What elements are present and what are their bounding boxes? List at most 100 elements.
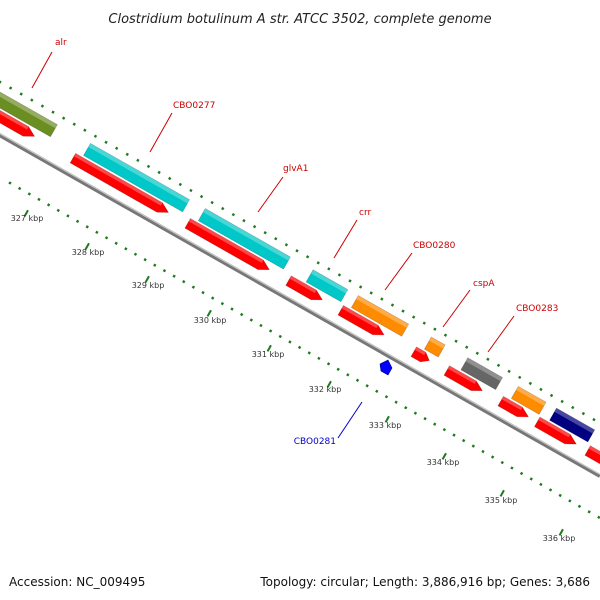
gene-alr-highlight [0,92,58,129]
leader-cbo0280 [384,252,413,291]
tick-label-9: 335 kbp [485,496,518,505]
upper-ruler-dot [231,212,236,217]
lower-ruler-dot [404,406,408,410]
lower-ruler-dot [568,499,572,503]
tick-label-4: 330 kbp [194,316,227,325]
lower-ruler-dot [519,471,524,476]
extra-cds-3-highlight [588,445,600,456]
lower-ruler-dot [317,356,321,361]
tick-label-10: 336 kbp [543,534,576,543]
genome-summary-text: Topology: circular; Length: 3,886,916 bp… [259,575,590,589]
upper-ruler-dot [581,411,586,416]
gene-cbo0281 [379,359,393,376]
leader-glva1 [257,176,284,213]
upper-ruler-dot [486,357,490,361]
lower-ruler-dot [124,247,128,251]
tick-label-2: 328 kbp [72,248,105,257]
map-title: Clostridium botulinum A str. ATCC 3502, … [108,12,491,27]
upper-ruler-dot [454,339,458,343]
cds-cbo0280 [337,305,385,336]
upper-ruler-dot [549,393,554,398]
lower-ruler-dot [230,307,234,311]
tick-label-1: 327 kbp [11,214,44,223]
tick-label-5: 331 kbp [252,350,285,359]
upper-ruler-dot [401,309,405,313]
upper-ruler-dot [390,303,395,307]
lower-ruler-dot [558,493,562,498]
tick-label-6: 332 kbp [309,385,342,394]
lower-ruler-dot [346,373,350,377]
upper-ruler-dot [146,164,151,169]
gene-glva1 [197,208,291,270]
lower-ruler-dot [104,236,109,240]
lower-ruler-dot [201,290,205,295]
upper-ruler-dot [19,92,23,96]
upper-ruler-dot [411,315,416,319]
lower-ruler-dot [259,323,263,328]
gene-label-cbo0281: CBO0281 [294,437,336,447]
upper-ruler-dot [465,345,469,349]
lower-ruler-dot [240,312,244,317]
backbone-line [0,133,600,478]
gene-label-glva1: glvA1 [283,164,308,174]
lower-ruler-dot [172,274,176,278]
lower-ruler-dot [336,367,340,372]
gene-label-cspa: cspA [473,279,495,289]
upper-ruler-dot [337,273,342,277]
upper-ruler-dot [518,375,522,380]
tick-label-3: 329 kbp [132,281,165,290]
leader-crr [333,219,358,259]
gene-cbo0277-highlight [88,143,190,204]
lower-ruler-dot [56,208,60,213]
extra-cds-2 [534,416,577,445]
upper-ruler-dot [210,200,214,205]
major-tick [499,489,505,497]
cds-cbo0280-highlight [341,305,379,329]
upper-ruler-dot [443,333,448,337]
label-layer: alr CBO0277 glvA1 crr CBO0280 cspA CBO0283 CBO0… [31,38,558,447]
upper-ruler-dot [284,243,289,247]
upper-ruler-dot [496,363,501,368]
upper-ruler-dot [40,104,45,108]
upper-ruler-dot [369,291,373,295]
lower-ruler-dot [297,345,302,350]
leader-cbo0283 [487,315,515,353]
upper-ruler-dot [475,351,479,355]
leader-cspa [442,289,471,328]
lower-ruler-dot [471,444,475,448]
gene-cbo0277 [83,142,190,213]
major-tick [23,209,29,217]
extra-cds-2-highlight [538,417,571,438]
upper-ruler-dot [295,249,299,253]
cds-cbo0277-highlight [73,153,163,206]
lower-ruler-dot [355,378,360,382]
lower-ruler-dot [191,285,196,289]
backbone-highlight [0,133,600,475]
gene-cspa [423,336,446,358]
gene-label-alr: alr [55,38,67,48]
gene-cbo0283 [460,357,503,391]
upper-ruler-dot [51,110,55,114]
upper-ruler-dot [221,206,225,211]
lower-ruler-dot [375,389,379,393]
cds-cspa [410,346,430,363]
extra-cds-1-highlight [501,396,523,411]
cds-cbo0277 [69,152,170,213]
cds-alr-highlight [0,110,29,130]
major-tick [144,275,150,283]
backbone-layer [0,133,600,478]
cds-cbo0283-highlight [447,365,477,384]
lower-ruler-dot [143,258,147,262]
lower-ruler-dot [394,400,398,404]
cds-cspa-highlight [414,346,426,356]
lower-ruler-dot [133,252,138,256]
major-tick [326,380,332,388]
lower-ruler-dot [17,186,22,191]
cds-cbo0283 [443,365,483,392]
lower-ruler-dot [587,510,591,514]
leader-cbo0277 [149,112,173,153]
lower-ruler-dot [490,455,495,459]
upper-ruler-dot [8,86,13,90]
extra-cds-1 [497,395,530,418]
upper-ruler-dot [252,224,257,229]
